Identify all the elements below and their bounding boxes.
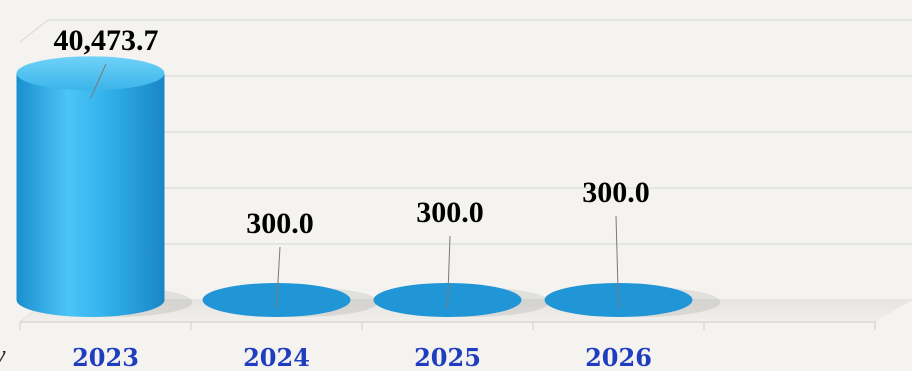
gridline-side [19, 19, 49, 43]
leader-line [90, 63, 107, 99]
leader-lines [90, 63, 619, 309]
category-label: 2024 [243, 343, 310, 371]
bar-top [16, 56, 165, 91]
category-label: 2023 [72, 343, 139, 371]
bar [16, 73, 165, 317]
value-labels: 40,473.7 300.0 300.0 300.0 [54, 24, 650, 240]
value-label: 300.0 [582, 176, 650, 209]
category-label: 2026 [585, 343, 652, 371]
bars [16, 56, 721, 317]
category-labels: 2023 2024 2025 2026 [72, 343, 652, 371]
value-label: 300.0 [416, 196, 484, 229]
stray-glyph: y [0, 340, 6, 370]
leader-line [276, 246, 281, 309]
leader-line [447, 235, 451, 309]
leader-line [615, 215, 619, 309]
category-label: 2025 [414, 343, 481, 371]
value-label: 40,473.7 [54, 24, 159, 57]
value-label: 300.0 [246, 207, 314, 240]
